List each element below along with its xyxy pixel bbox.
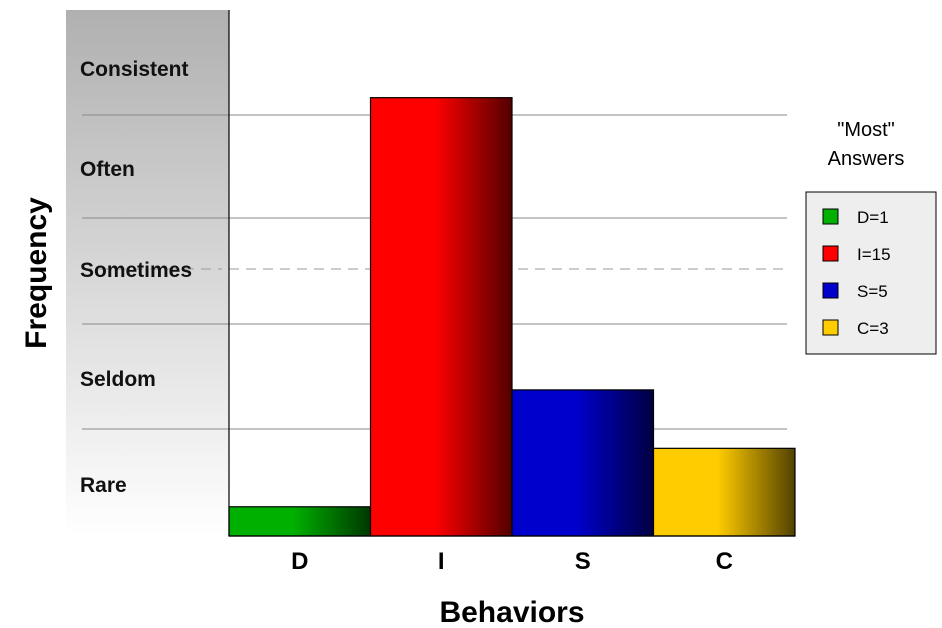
legend-title-line2: Answers xyxy=(828,148,905,170)
legend-label-i: I=15 xyxy=(857,245,891,264)
legend-label-c: C=3 xyxy=(857,319,889,338)
bar-d xyxy=(228,506,372,537)
legend-title-line1: "Most" xyxy=(837,119,895,141)
legend-swatch-s xyxy=(822,282,839,299)
legend-swatch-c xyxy=(822,319,839,336)
band-label-rare: Rare xyxy=(80,474,127,497)
x-axis-title: Behaviors xyxy=(439,596,584,628)
category-label-i: I xyxy=(438,548,445,575)
bar-s xyxy=(511,389,655,537)
band-label-consistent: Consistent xyxy=(80,58,189,81)
category-label-d: D xyxy=(291,548,308,575)
frequency-band-labels: Rare Seldom Sometimes Often Consistent xyxy=(80,58,192,497)
y-axis-title: Frequency xyxy=(20,197,53,349)
legend-label-s: S=5 xyxy=(857,282,888,301)
legend: D=1 I=15 S=5 C=3 xyxy=(805,191,937,355)
category-label-c: C xyxy=(716,548,733,575)
band-label-sometimes: Sometimes xyxy=(80,259,192,282)
band-label-often: Often xyxy=(80,158,135,181)
band-label-seldom: Seldom xyxy=(80,368,156,391)
bar-c xyxy=(652,447,796,537)
legend-swatch-i xyxy=(822,245,839,262)
legend-swatch-d xyxy=(822,208,839,225)
bar-i xyxy=(369,97,513,537)
legend-label-d: D=1 xyxy=(857,208,889,227)
frequency-band-background xyxy=(66,10,229,536)
category-label-s: S xyxy=(575,548,591,575)
bars xyxy=(228,97,796,537)
